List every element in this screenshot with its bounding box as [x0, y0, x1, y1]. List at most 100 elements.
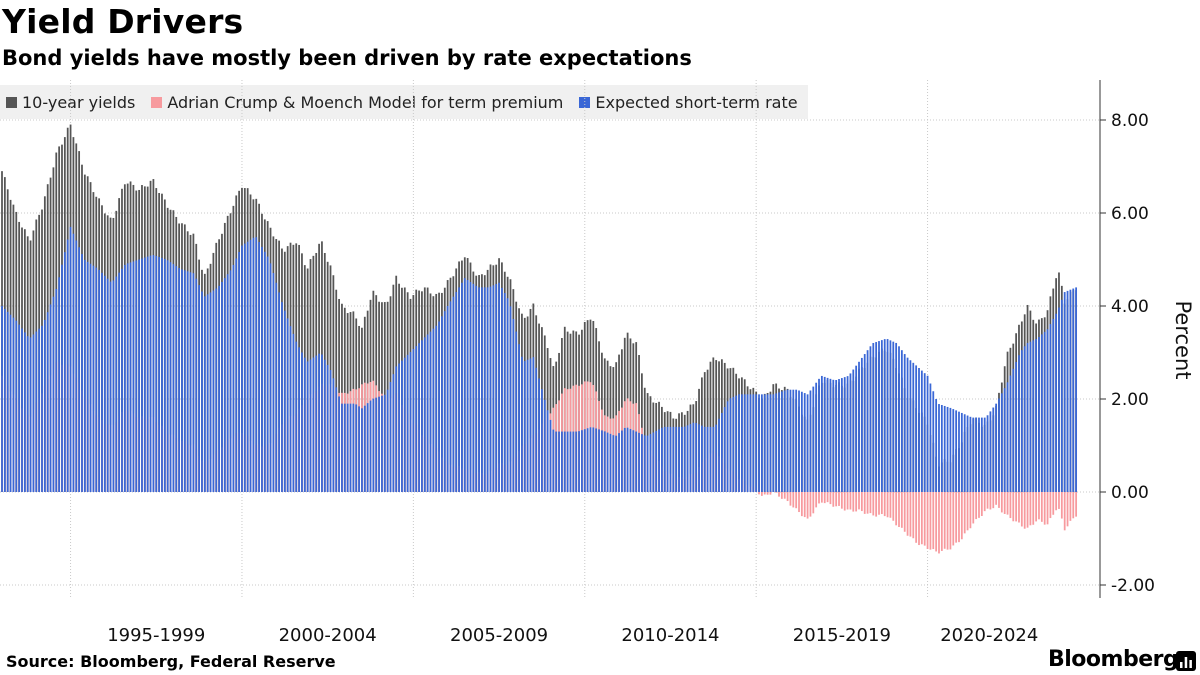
bar-term-premium [978, 492, 980, 518]
bar-expected-short-term-rate [123, 264, 126, 492]
bar-expected-short-term-rate [626, 427, 629, 492]
bar-expected-short-term-rate [46, 312, 49, 492]
bar-expected-short-term-rate [886, 339, 889, 492]
bar-expected-short-term-rate [852, 369, 855, 492]
bar-expected-short-term-rate [946, 406, 949, 492]
bar-expected-short-term-rate [143, 257, 146, 492]
bar-term-premium [1063, 492, 1066, 531]
bar-expected-short-term-rate [449, 301, 452, 492]
bar-term-premium [898, 492, 900, 527]
bar-expected-short-term-rate [249, 239, 252, 492]
bar-expected-short-term-rate [758, 394, 760, 492]
bar-expected-short-term-rate [501, 287, 503, 492]
bar-term-premium [832, 492, 835, 507]
bar-expected-short-term-rate [401, 360, 403, 492]
bar-expected-short-term-rate [1060, 299, 1063, 492]
bar-expected-short-term-rate [975, 417, 978, 492]
bar-expected-short-term-rate [26, 336, 29, 492]
bar-term-premium [912, 492, 915, 539]
bar-expected-short-term-rate [298, 347, 300, 492]
bar-term-premium [1069, 492, 1072, 521]
bar-expected-short-term-rate [66, 239, 69, 492]
bar-expected-short-term-rate [18, 324, 21, 492]
bar-expected-short-term-rate [860, 357, 863, 492]
bar-expected-short-term-rate [709, 426, 712, 492]
bar-expected-short-term-rate [878, 341, 880, 492]
bar-expected-short-term-rate [292, 333, 295, 492]
bar-expected-short-term-rate [212, 290, 215, 492]
bar-term-premium [955, 492, 958, 543]
bar-expected-short-term-rate [1035, 339, 1038, 492]
bar-expected-short-term-rate [932, 391, 935, 492]
bar-term-premium [758, 492, 760, 495]
bar-expected-short-term-rate [823, 376, 826, 492]
bar-expected-short-term-rate [489, 286, 492, 492]
bar-expected-short-term-rate [589, 427, 592, 492]
bar-expected-short-term-rate [829, 378, 832, 492]
bar-expected-short-term-rate [421, 340, 423, 492]
bar-expected-short-term-rate [412, 349, 415, 492]
bar-expected-short-term-rate [720, 412, 723, 492]
bar-expected-short-term-rate [223, 278, 226, 492]
bar-expected-short-term-rate [678, 426, 680, 492]
bar-expected-short-term-rate [595, 428, 598, 492]
x-period-label: 1995-1999 [107, 625, 205, 646]
bar-expected-short-term-rate [749, 394, 752, 492]
bar-expected-short-term-rate [283, 310, 286, 492]
bar-expected-short-term-rate [926, 375, 929, 492]
bar-expected-short-term-rate [289, 326, 292, 492]
bar-expected-short-term-rate [198, 285, 200, 492]
bar-expected-short-term-rate [332, 378, 335, 492]
bar-term-premium [1046, 492, 1049, 525]
bar-expected-short-term-rate [621, 430, 623, 492]
x-period-label: 2015-2019 [793, 625, 891, 646]
bar-term-premium [869, 492, 872, 514]
bar-expected-short-term-rate [1000, 393, 1003, 492]
bar-term-premium [769, 492, 772, 495]
bar-expected-short-term-rate [266, 256, 269, 492]
bar-expected-short-term-rate [598, 429, 600, 492]
bar-term-premium [960, 492, 963, 540]
bar-expected-short-term-rate [649, 434, 652, 492]
bar-expected-short-term-rate [558, 431, 560, 492]
bar-expected-short-term-rate [209, 292, 212, 492]
bar-expected-short-term-rate [461, 282, 463, 492]
bar-expected-short-term-rate [261, 246, 263, 492]
bar-expected-short-term-rate [986, 415, 989, 492]
bar-10-year-yield [709, 361, 712, 492]
bar-expected-short-term-rate [12, 317, 15, 492]
bar-expected-short-term-rate [452, 296, 455, 492]
bar-expected-short-term-rate [92, 265, 95, 492]
bar-expected-short-term-rate [458, 287, 460, 492]
bar-expected-short-term-rate [895, 342, 898, 492]
bar-expected-short-term-rate [155, 256, 158, 492]
x-period-label: 2000-2004 [279, 625, 377, 646]
bar-term-premium [969, 492, 972, 529]
bar-expected-short-term-rate [475, 285, 478, 492]
bar-expected-short-term-rate [52, 296, 55, 492]
bar-term-premium [1072, 492, 1075, 519]
bar-expected-short-term-rate [226, 274, 229, 492]
bar-expected-short-term-rate [658, 429, 660, 492]
bar-term-premium [923, 492, 926, 546]
bar-expected-short-term-rate [863, 354, 866, 492]
bar-term-premium [1012, 492, 1015, 522]
bar-expected-short-term-rate [998, 398, 1000, 492]
bar-expected-short-term-rate [526, 359, 529, 492]
legend-item-10-year-yields[interactable]: 10-year yields [6, 93, 135, 112]
bar-expected-short-term-rate [303, 357, 306, 492]
legend-swatch [6, 96, 17, 108]
bar-expected-short-term-rate [206, 294, 209, 492]
bar-term-premium [786, 492, 789, 502]
bar-term-premium [820, 492, 823, 503]
bar-term-premium [878, 492, 880, 515]
legend-item-term-premium[interactable]: Adrian Crump & Moench Model for term pre… [151, 93, 563, 112]
bar-term-premium [972, 492, 975, 524]
bar-expected-short-term-rate [715, 424, 718, 492]
bar-expected-short-term-rate [341, 403, 343, 492]
bar-expected-short-term-rate [369, 400, 372, 492]
bar-expected-short-term-rate [718, 418, 720, 492]
bar-term-premium [940, 492, 943, 551]
bar-expected-short-term-rate [746, 394, 749, 492]
bar-expected-short-term-rate [41, 325, 43, 492]
